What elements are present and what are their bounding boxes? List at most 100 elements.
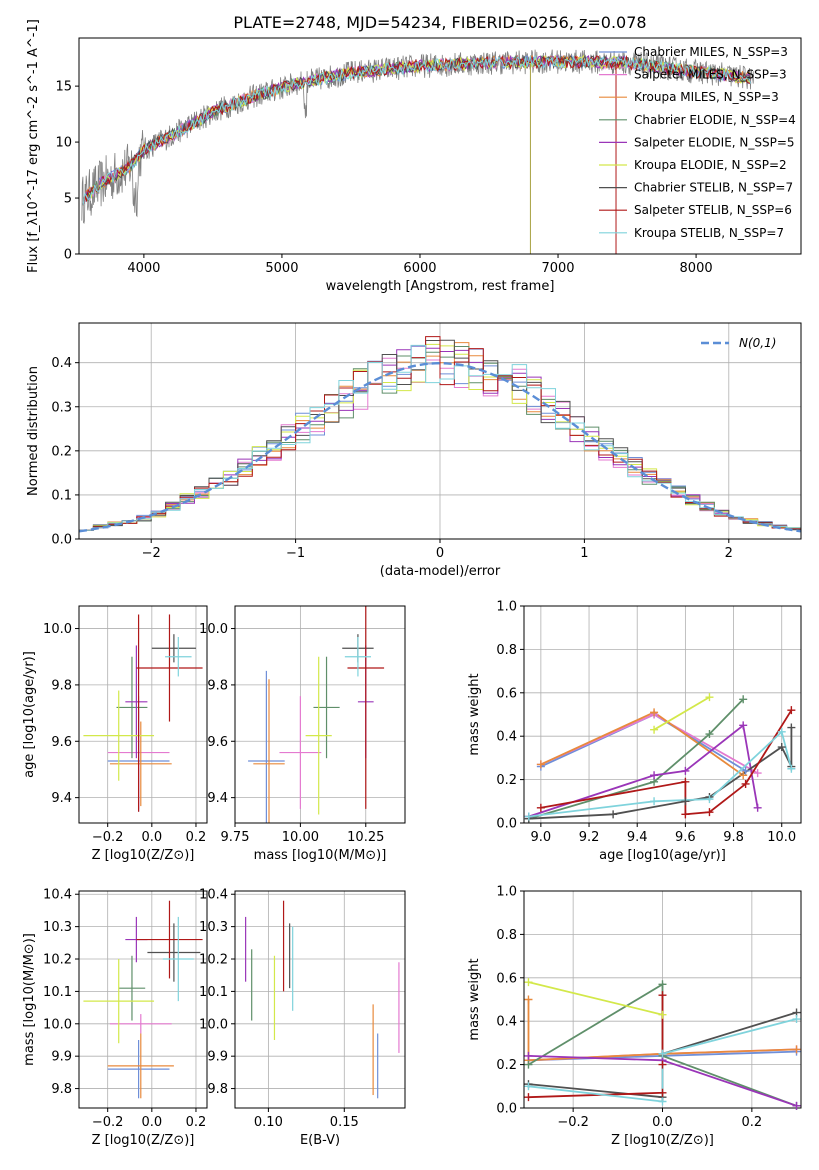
plus-marker [681,797,690,806]
plot-area-mass-vs-Z [79,891,207,1108]
x-tick-label: 6000 [403,261,436,276]
plus-marker [787,764,796,773]
plus-marker [609,810,618,819]
x-tick-label: 0.0 [141,830,162,845]
x-tick-label: −2 [142,546,161,561]
plus-marker [777,743,786,752]
weight-line [540,711,744,777]
plus-marker [524,1082,533,1091]
plot-area-weight-vs-age [524,606,801,823]
plus-marker [705,693,714,702]
y-tick-label: 9.4 [207,791,228,806]
plus-marker [658,991,667,1000]
plus-marker [658,1010,667,1019]
legend-entry: N(0,1) [739,336,776,350]
plus-marker [741,779,750,788]
weight-line [540,709,793,816]
y-axis-label: age [log10(age/yr)] [22,651,37,778]
x-tick-label: 9.0 [531,830,552,845]
plus-marker [787,706,796,715]
plus-marker [524,1093,533,1102]
axes-frame [523,890,802,1109]
plus-marker [739,695,748,704]
model-fit-line [82,54,752,206]
residual-histogram [79,336,801,531]
legend-entry: Chabrier ELODIE, N_SSP=4 [634,113,796,127]
axes-frame [78,37,802,255]
y-tick-label: 0.0 [51,533,72,548]
axes-frame [523,605,802,824]
y-axis-label: mass weight [467,673,482,755]
y-tick-label: 0.3 [51,400,72,415]
x-tick-label: 10.00 [282,830,319,845]
x-tick-label: −0.2 [92,1115,124,1130]
legend-entry: Chabrier STELIB, N_SSP=7 [634,181,793,195]
y-tick-label: 9.4 [51,791,72,806]
plus-marker [658,1088,667,1097]
x-tick-label: −0.2 [557,1115,589,1130]
y-tick-label: 1.0 [496,885,517,900]
axes-frame [234,605,406,824]
plus-marker [753,803,762,812]
x-tick-label: 2 [725,546,733,561]
plus-marker [792,1101,801,1110]
y-tick-label: 9.8 [51,1082,72,1097]
plus-marker [658,1097,667,1106]
plot-area-age-vs-mass [235,606,405,823]
plus-marker [524,978,533,987]
plus-marker [536,760,545,769]
x-axis-label: Z [log10(Z/Z⊙)] [92,848,195,863]
y-tick-label: 5 [64,192,72,207]
plus-marker [658,1060,667,1069]
plus-marker [681,810,690,819]
x-tick-label: −0.2 [92,830,124,845]
legend-entry: Kroupa ELODIE, N_SSP=2 [634,158,787,172]
gaussian-curve [79,361,801,533]
y-tick-label: 9.9 [207,1050,228,1065]
plus-marker [739,721,748,730]
x-tick-label: 9.75 [221,830,250,845]
plus-marker [524,1060,533,1069]
y-tick-label: 0.4 [51,356,72,371]
legend-entry: Chabrier MILES, N_SSP=3 [634,45,788,59]
x-tick-label: 10.0 [767,830,796,845]
x-tick-label: 9.2 [579,830,600,845]
x-axis-label: E(B-V) [300,1133,340,1148]
weight-line [540,713,747,772]
panel-age-vs-Z: −0.2 0.0 0.2 9.4 9.6 9.8 10.0 Z [log10(Z/Z⊙)] ag… [22,605,208,863]
x-axis-label: Z [log10(Z/Z⊙)] [611,1133,714,1148]
x-tick-label: 5000 [265,261,298,276]
plus-marker [658,980,667,989]
y-axis-label: Flux [f_λ10^-17 erg cm^-2 s^-1 A^-1] [26,19,41,273]
legend-entry: Salpeter ELODIE, N_SSP=5 [634,135,795,149]
plus-marker [650,797,659,806]
panel-age-vs-mass: 9.75 10.00 10.25 9.4 9.6 9.8 10.0 mass [log10(M… [199,605,406,863]
plot-area-spectrum [81,49,755,254]
x-tick-label: 0.0 [652,1115,673,1130]
panel-spectrum: 4000 5000 6000 7000 8000 0 5 10 15 wavelength [An… [26,19,802,294]
plus-marker [650,725,659,734]
y-tick-label: 10.0 [43,1017,72,1032]
y-axis-label: Normed distribution [26,366,41,496]
y-tick-label: 10.4 [43,888,72,903]
axes-frame [78,322,802,540]
x-tick-label: 9.6 [675,830,696,845]
x-tick-label: 0.0 [141,1115,162,1130]
plus-marker [705,730,714,739]
plus-marker [658,1049,667,1058]
panel-residuals: −2 −1 0 1 2 0.0 0.1 0.2 0.3 0.4 (data-model)/error… [26,322,802,579]
y-tick-label: 9.8 [207,1082,228,1097]
y-tick-label: 0.8 [496,928,517,943]
x-tick-label: −1 [286,546,305,561]
y-tick-label: 0.0 [496,1102,517,1117]
axes-frame [78,605,208,824]
x-tick-label: 7000 [541,261,574,276]
x-tick-label: 0.2 [186,1115,207,1130]
y-tick-label: 9.6 [51,735,72,750]
weight-line [527,999,797,1062]
weight-line [528,995,664,1099]
x-tick-label: 1 [580,546,588,561]
y-tick-label: 10.2 [199,953,228,968]
plot-area-mass-vs-EBV [235,891,405,1108]
